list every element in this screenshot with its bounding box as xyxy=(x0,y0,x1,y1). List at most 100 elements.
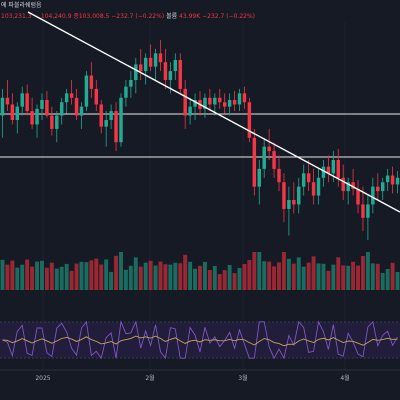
volume-bar xyxy=(183,254,188,290)
candle-body xyxy=(60,102,64,116)
candle-body xyxy=(361,204,365,218)
candle-body xyxy=(84,75,89,107)
volume-bar xyxy=(49,262,54,290)
candle-body xyxy=(222,102,227,107)
candle-body xyxy=(247,102,252,138)
volume-bar xyxy=(301,266,306,290)
candle-body xyxy=(109,111,113,120)
symbol-title: 에 파블라쉐럼음 xyxy=(1,2,42,9)
candle-body xyxy=(341,177,345,192)
candle-body xyxy=(143,57,148,72)
volume-bar xyxy=(336,257,341,290)
candle-body xyxy=(50,115,54,129)
candle-body xyxy=(385,175,390,183)
rsi-line xyxy=(2,320,398,360)
volume-bar xyxy=(390,262,395,290)
candle-body xyxy=(262,146,266,169)
volume-bar xyxy=(217,274,222,290)
candle-body xyxy=(94,88,99,105)
candle-body xyxy=(297,186,301,205)
candle-body xyxy=(35,108,39,125)
candle-body xyxy=(25,93,29,112)
volume-bar xyxy=(360,256,365,290)
grid xyxy=(42,22,346,370)
x-label-apr: 4월 xyxy=(340,374,349,382)
volume-bar xyxy=(138,266,143,290)
volume-bar xyxy=(237,268,242,290)
volume-bar xyxy=(281,252,286,290)
volume-change: −232.7 (−0.22%) xyxy=(202,13,255,20)
candle-body xyxy=(203,97,207,109)
volume-bar xyxy=(202,261,207,290)
volume-bar xyxy=(40,260,44,290)
candle-body xyxy=(119,97,123,143)
volume-bar xyxy=(69,270,74,290)
volume-bar xyxy=(123,269,128,290)
candle-body xyxy=(267,146,271,152)
candle-body xyxy=(64,93,69,103)
volume-bar xyxy=(326,270,331,290)
volume-bar xyxy=(25,259,30,290)
candle-body xyxy=(237,93,242,105)
candle-body xyxy=(366,204,370,218)
candle-body xyxy=(395,177,400,185)
volume-bar xyxy=(158,261,163,290)
volume-bar xyxy=(375,263,380,290)
volume-bar xyxy=(227,265,232,290)
volume-bar xyxy=(15,267,20,290)
candle-body xyxy=(173,60,178,72)
volume-bar xyxy=(178,263,183,290)
trend-line[interactable] xyxy=(27,11,400,213)
volume-bar xyxy=(385,269,390,290)
volume-bar xyxy=(99,264,104,290)
candle-body xyxy=(282,182,286,209)
volume-bar xyxy=(193,268,198,290)
candle-body xyxy=(55,115,59,129)
x-label-mar: 3월 xyxy=(238,374,247,382)
rsi-band xyxy=(0,322,400,358)
volume-bar xyxy=(94,258,99,290)
candle-body xyxy=(331,160,336,174)
volume-bar xyxy=(168,264,173,290)
volume-bar xyxy=(286,258,291,290)
ohlc-readout: 103,231.3 ㆍ 104,240.9 종103,008.5 −232.7 … xyxy=(1,13,255,21)
volume-bar xyxy=(252,252,257,290)
candle-body xyxy=(232,100,237,105)
volume-bar xyxy=(143,262,148,290)
candle-body xyxy=(148,57,153,67)
candle-body xyxy=(79,106,84,116)
candle-body xyxy=(292,200,296,205)
candle-body xyxy=(227,100,232,107)
candle-body xyxy=(257,168,261,187)
candle-body xyxy=(272,151,276,169)
candle-body xyxy=(351,182,355,189)
volume-bar xyxy=(247,260,252,290)
volume-bar xyxy=(0,259,5,290)
candle-body xyxy=(40,100,44,109)
candle-body xyxy=(242,93,247,103)
candle-body xyxy=(380,182,385,192)
candle-body xyxy=(5,97,10,105)
candle-body xyxy=(371,186,375,205)
volume-bar xyxy=(35,261,40,290)
volume-bar xyxy=(128,265,133,290)
candle-body xyxy=(69,93,74,98)
volume-value: 43.99K xyxy=(179,13,201,20)
volume-bar xyxy=(222,270,227,290)
candle-body xyxy=(390,175,395,185)
candle-body xyxy=(252,137,257,187)
volume-label: 볼륨 xyxy=(166,13,178,20)
volume-bar xyxy=(262,261,267,290)
volume-bars xyxy=(0,252,400,290)
volume-bar xyxy=(291,263,296,290)
x-label-2025: 2025 xyxy=(35,375,50,382)
candle-body xyxy=(218,97,222,103)
volume-bar xyxy=(79,261,84,290)
candle-body xyxy=(311,182,316,196)
legend-header: 에 파블라쉐럼음 103,231.3 ㆍ 104,240.9 종103,008.… xyxy=(0,0,400,22)
volume-bar xyxy=(316,263,321,290)
rsi-moving-average xyxy=(2,335,398,347)
volume-bar xyxy=(267,261,272,290)
